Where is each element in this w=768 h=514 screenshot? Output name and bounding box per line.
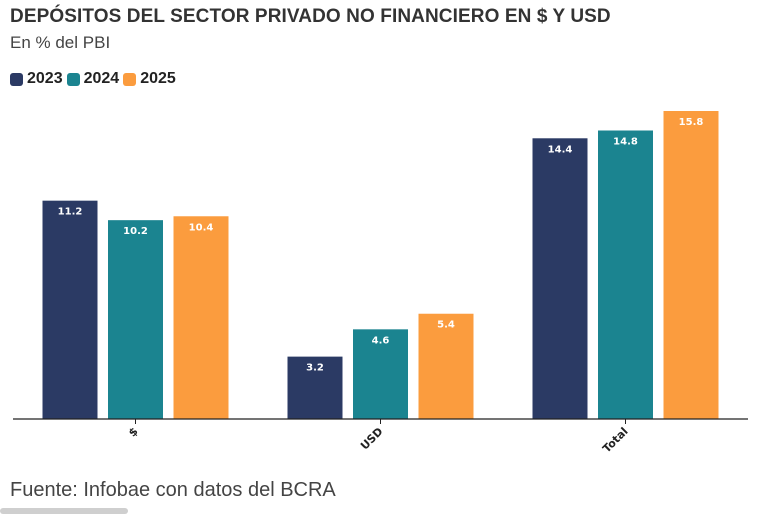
bar-2024-usd (353, 329, 408, 419)
legend-label: 2023 (27, 70, 63, 87)
data-label: 15.8 (679, 117, 704, 128)
x-tick-label: Total (600, 425, 630, 455)
legend-swatch (123, 72, 137, 86)
legend-swatch (66, 72, 80, 86)
bar-2025-usd (418, 313, 474, 419)
data-label: 11.2 (58, 207, 83, 218)
bar-2024-pesos (108, 220, 163, 419)
bars-group: 11.2 10.2 10.4 3.2 4.6 5.4 14.4 14.8 15.8 (42, 111, 719, 420)
horizontal-scrollbar[interactable] (0, 508, 128, 514)
bar-2025-pesos (173, 216, 229, 419)
legend-item-2024: 2024 (66, 70, 120, 88)
data-label: 3.2 (306, 363, 324, 374)
data-label: 5.4 (437, 320, 455, 331)
legend-item-2023: 2023 (10, 70, 63, 88)
data-label: 14.4 (548, 144, 573, 155)
bar-2023-pesos (42, 200, 98, 419)
x-axis-ticks: $ USD Total (126, 419, 631, 455)
legend-swatch (10, 72, 23, 86)
data-label: 10.2 (123, 226, 148, 237)
data-label: 10.4 (189, 222, 214, 233)
chart-subtitle: En % del PBI (10, 33, 111, 52)
bar-2023-total (532, 138, 588, 419)
x-tick-label: $ (126, 425, 141, 440)
bar-2025-total (663, 111, 719, 419)
bar-2024-total (598, 130, 653, 420)
chart-title: DEPÓSITOS DEL SECTOR PRIVADO NO FINANCIE… (10, 6, 611, 27)
bar-2023-usd (287, 356, 343, 419)
data-label: 4.6 (372, 335, 390, 346)
legend-label: 2025 (140, 70, 176, 87)
legend-item-2025: 2025 (123, 70, 176, 88)
legend: 2023 2024 2025 (10, 70, 180, 88)
data-label: 14.8 (613, 136, 638, 147)
legend-label: 2024 (83, 70, 120, 87)
source-note: Fuente: Infobae con datos del BCRA (10, 479, 336, 501)
x-tick-label: USD (358, 425, 386, 453)
